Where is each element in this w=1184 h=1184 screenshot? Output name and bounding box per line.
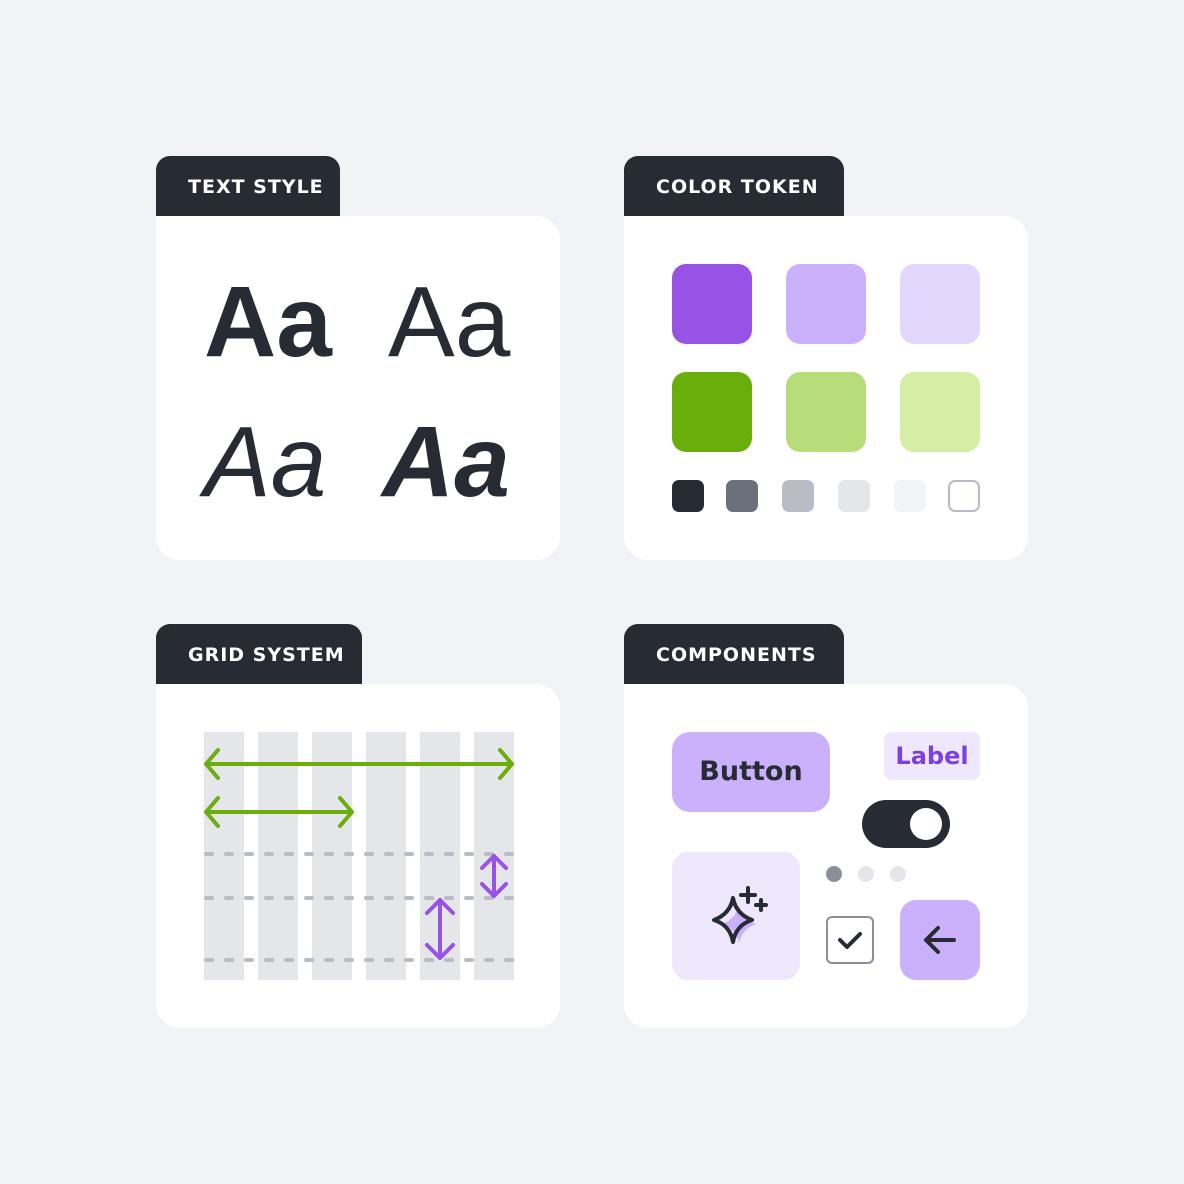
swatch-green-300 (786, 372, 866, 452)
checkmark-icon (838, 932, 862, 949)
swatch-green-100 (900, 372, 980, 452)
text-style-card: Aa Aa Aa Aa (156, 216, 560, 560)
toggle-knob (910, 808, 942, 840)
sparkle-icon (712, 886, 768, 944)
swatch-neutral-100 (894, 480, 926, 512)
tab-text-style: TEXT STYLE (156, 156, 340, 218)
tab-color-token: COLOR TOKEN (624, 156, 844, 218)
pagination-dot[interactable] (858, 866, 874, 882)
arrow-left-icon (924, 926, 956, 954)
sample-regular: Aa (388, 266, 511, 378)
sample-bold: Aa (204, 266, 332, 378)
width-arrow-full (204, 748, 514, 780)
spacing-arrow-large (425, 898, 455, 960)
swatch-neutral-200 (838, 480, 870, 512)
width-arrow-half (204, 796, 354, 828)
sample-italic: Aa (204, 406, 327, 518)
sample-label-tag: Label (884, 732, 980, 780)
swatch-neutral-900 (672, 480, 704, 512)
pagination-dot-active[interactable] (826, 866, 842, 882)
checkbox[interactable] (826, 916, 874, 964)
swatch-neutral-600 (726, 480, 758, 512)
sample-bold-italic: Aa (382, 406, 510, 518)
tab-grid-system: GRID SYSTEM (156, 624, 362, 686)
swatch-purple-300 (786, 264, 866, 344)
toggle-switch[interactable] (862, 800, 950, 848)
sparkle-tile[interactable] (672, 852, 800, 980)
sample-button[interactable]: Button (672, 732, 830, 812)
swatch-purple-500 (672, 264, 752, 344)
back-button[interactable] (900, 900, 980, 980)
tab-components: COMPONENTS (624, 624, 844, 686)
spacing-arrow-small (480, 854, 508, 898)
swatch-white (948, 480, 980, 512)
swatch-green-500 (672, 372, 752, 452)
pagination-dot[interactable] (890, 866, 906, 882)
swatch-purple-100 (900, 264, 980, 344)
swatch-neutral-400 (782, 480, 814, 512)
